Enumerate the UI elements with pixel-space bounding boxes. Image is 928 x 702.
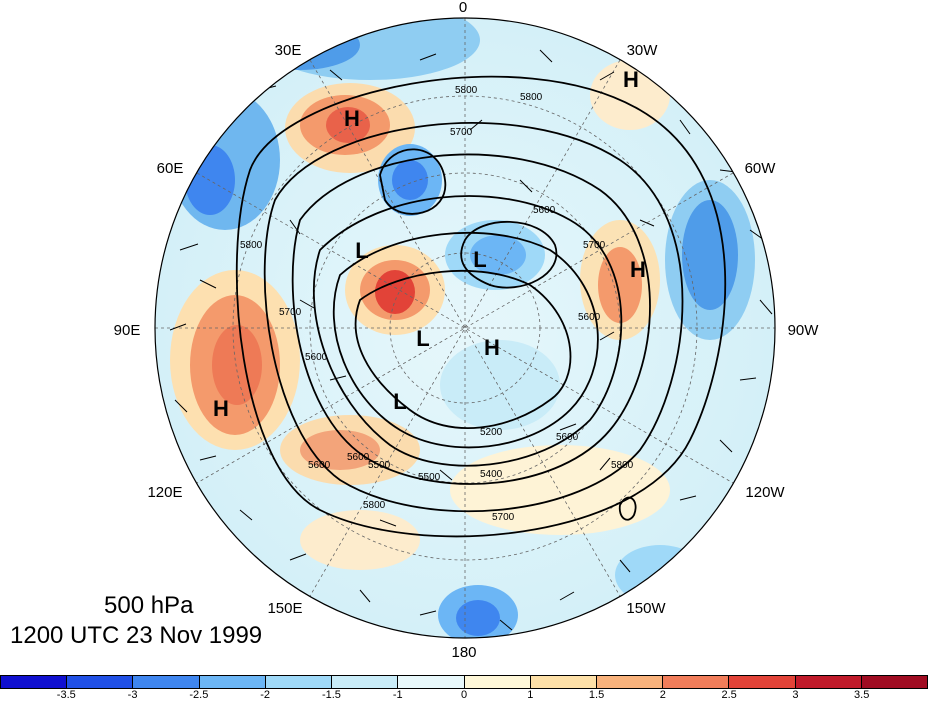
colorbar-tick-label: 3 [792,689,799,701]
pressure-center-low: L [473,247,486,272]
lon-label-120e: 120E [147,484,182,501]
pressure-center-high: H [630,257,646,282]
colorbar-tick-label: 1.5 [588,689,605,701]
contour-label: 5600 [533,205,556,216]
colorbar-tick-label: -2 [260,689,271,701]
colorbar-swatch [133,676,200,688]
contour-label: 5800 [520,92,543,103]
contour-label: 5600 [308,460,331,471]
contour-label: 5700 [450,127,473,138]
colorbar-tick-label: 2 [659,689,666,701]
date-title: 1200 UTC 23 Nov 1999 [10,622,263,649]
contour-label: 5400 [480,469,503,480]
colorbar-swatch [596,676,664,688]
contour-label: 5700 [492,512,515,523]
anomaly-field [155,18,775,638]
colorbar-tick-label: -3 [127,689,138,701]
colorbar-swatch [199,676,266,688]
colorbar-tick-label: -3.5 [56,689,76,701]
pressure-center-low: L [416,326,429,351]
colorbar-tick-label: -1.5 [321,689,341,701]
lon-label-180: 180 [451,644,476,661]
polar-map: 0 30W 60W 90W 120W 150W 180 150E 120E 90… [114,0,820,661]
map-boundary [154,17,776,639]
contour-label: 5800 [240,240,263,251]
colorbar-tick-label: 3.5 [854,689,870,701]
contour-label: 5500 [418,472,441,483]
colorbar: -3.5 -3 -2.5 -2 -1.5 -1 0 1 1.5 2 2.5 3 3.5 [0,675,928,702]
colorbar-swatch [795,676,862,688]
colorbar-tick-label: 2.5 [721,689,737,701]
lon-label-150w: 150W [626,600,666,617]
lon-label-90e: 90E [114,322,141,339]
pressure-center-high: H [484,335,500,360]
colorbar-swatch [332,676,399,688]
contour-label: 5800 [363,500,386,511]
colorbar-swatches [0,675,928,689]
height-contours [235,75,727,538]
wind-barbs [169,49,773,631]
colorbar-swatch [67,676,134,688]
lon-label-150e: 150E [267,600,302,617]
contour-label: 5700 [279,307,302,318]
contour-label: 5800 [455,85,478,96]
pressure-center-low: L [355,238,368,263]
colorbar-swatch [729,676,796,688]
lon-label-90w: 90W [788,322,820,339]
contour-labels: 5800 5800 5700 5600 5800 5700 5600 5700 … [240,85,634,523]
contour-label: 5600 [347,452,370,463]
contour-label: 5600 [578,312,601,323]
contour-label: 5700 [583,240,606,251]
pressure-center-low: L [393,389,406,414]
colorbar-tick-label: -1 [392,689,403,701]
lon-label-60e: 60E [157,160,184,177]
colorbar-swatch [530,676,597,688]
contour-label: 5200 [480,427,503,438]
lon-label-60w: 60W [745,160,777,177]
lon-label-30e: 30E [275,42,302,59]
lon-label-120w: 120W [745,484,785,501]
contour-label: 5500 [368,460,391,471]
pressure-level-title: 500 hPa [104,592,194,619]
pressure-center-high: H [623,67,639,92]
colorbar-swatch [464,676,531,688]
colorbar-swatch [1,676,68,688]
lon-label-0: 0 [459,0,467,16]
colorbar-swatch [398,676,465,688]
pressure-center-high: H [213,396,229,421]
contour-label: 5800 [611,460,634,471]
colorbar-tick-label: 0 [460,689,468,701]
colorbar-tick-label: 1 [527,689,534,701]
colorbar-swatch [861,676,928,688]
graticule [155,18,775,638]
lon-label-30w: 30W [627,42,659,59]
contour-label: 5600 [305,352,328,363]
contour-label: 5600 [556,432,579,443]
colorbar-tick-label: -2.5 [189,689,209,701]
colorbar-swatch [663,676,730,688]
colorbar-swatch [265,676,333,688]
pressure-center-high: H [344,106,360,131]
